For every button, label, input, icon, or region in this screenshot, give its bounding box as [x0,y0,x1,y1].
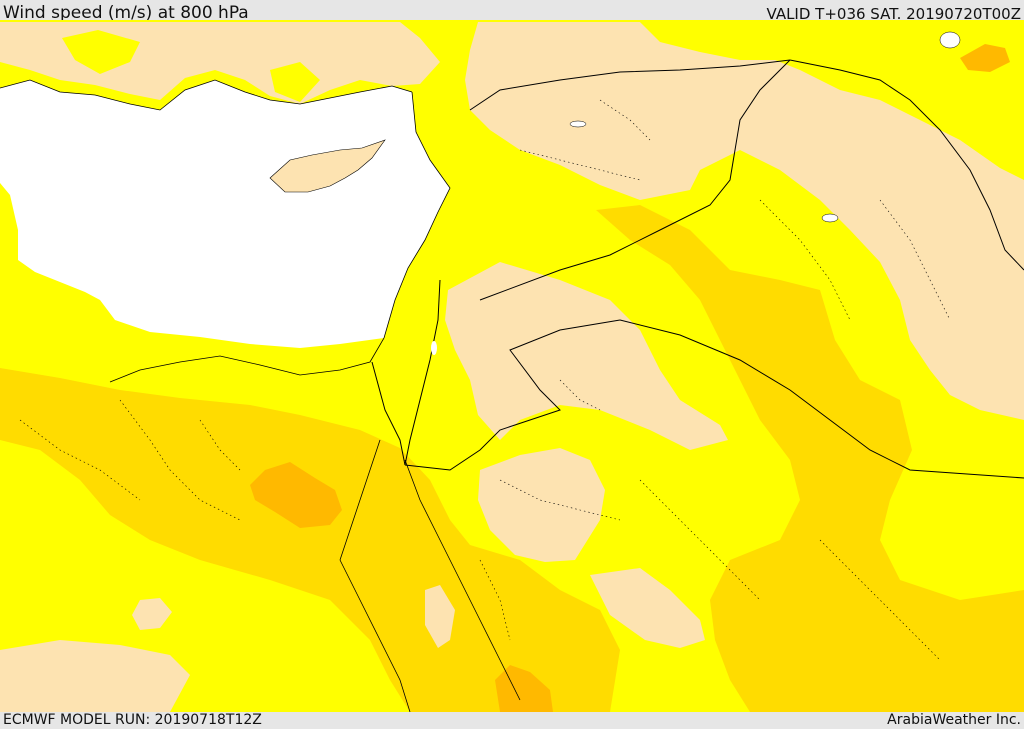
egypt-mid-wind-band [0,368,620,712]
anatolia-coastline [0,79,413,111]
iran-yellow-band [930,40,1024,150]
country-border-egypt-israel [371,361,406,466]
anatolia-yellow-patch [62,30,140,74]
anatolia-yellow-patch-2 [270,62,320,102]
red-sea-high-wind-core [495,665,553,712]
country-border-jordan-saudi [404,319,621,471]
wind-speed-map [0,20,1024,712]
lake-assad [569,120,587,128]
north-iraq-calm-area [465,22,1024,420]
gulf-of-suez-coast [339,439,381,561]
sinai-high-wind-core [250,462,342,528]
cyprus-island [269,139,386,193]
header-bar: Wind speed (m/s) at 800 hPa VALID T+036 … [0,0,1024,23]
country-border-iraq-saudi [619,319,1024,479]
red-sea-calm-strip [425,585,455,648]
footer-bar: ECMWF MODEL RUN: 20190718T12Z ArabiaWeat… [0,712,1024,729]
eastern-mid-wind-band [596,205,1024,712]
lake-urmia [939,31,961,49]
egypt-coastline [109,337,385,383]
map-title: Wind speed (m/s) at 800 hPa [3,3,249,23]
valid-time-label: VALID T+036 SAT. 20190720T00Z [766,5,1021,23]
levant-coastline [383,91,451,339]
country-border-syria-iraq [479,59,791,301]
north-saudi-calm-area [478,448,605,562]
turkey-east-yellow-band [640,22,800,60]
red-sea-west-coast [339,559,411,712]
jordan-calm-area [445,262,728,450]
southwest-calm-area [0,640,190,712]
mediterranean-sea [0,80,450,348]
iran-high-wind-spot [960,44,1010,72]
model-run-label: ECMWF MODEL RUN: 20190718T12Z [3,712,262,728]
saudi-central-calm-patch [590,568,705,648]
lake-tharthar [821,213,839,223]
red-sea-east-coast [404,459,521,701]
dead-sea [431,341,437,355]
country-border-iraq-iran [789,59,1024,271]
province-borders [19,99,951,661]
country-border-turkey-syria [469,59,791,111]
country-border-jordan-israel [404,279,441,466]
egypt-calm-patch [132,598,172,630]
credit-label: ArabiaWeather Inc. [887,712,1021,728]
